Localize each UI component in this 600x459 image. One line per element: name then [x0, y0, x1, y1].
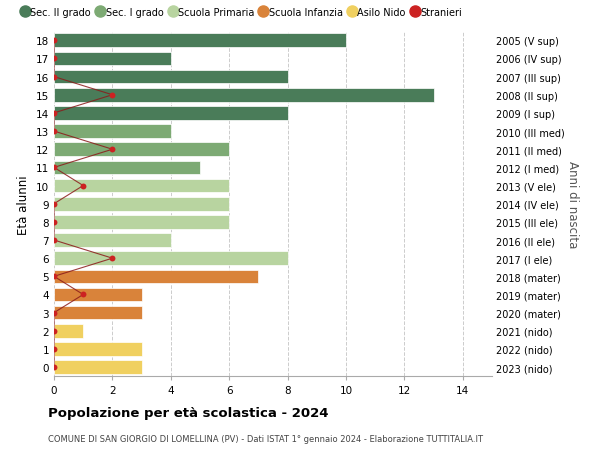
Bar: [54, 34, 346, 48]
Point: [49, 128, 59, 135]
Bar: [54, 288, 142, 302]
Legend: Sec. II grado, Sec. I grado, Scuola Primaria, Scuola Infanzia, Asilo Nido, Stran: Sec. II grado, Sec. I grado, Scuola Prim…: [23, 8, 462, 18]
Bar: [54, 125, 171, 139]
Point: [107, 255, 117, 262]
Bar: [54, 107, 287, 120]
Bar: [54, 89, 434, 102]
Bar: [54, 52, 171, 66]
Point: [49, 201, 59, 208]
Point: [49, 327, 59, 335]
Point: [79, 183, 88, 190]
Bar: [54, 143, 229, 157]
Bar: [54, 252, 287, 265]
Point: [49, 164, 59, 172]
Bar: [54, 325, 83, 338]
Point: [49, 309, 59, 317]
Bar: [54, 306, 142, 320]
Bar: [54, 360, 142, 374]
Point: [49, 364, 59, 371]
Point: [49, 38, 59, 45]
Text: COMUNE DI SAN GIORGIO DI LOMELLINA (PV) - Dati ISTAT 1° gennaio 2024 - Elaborazi: COMUNE DI SAN GIORGIO DI LOMELLINA (PV) …: [48, 434, 483, 443]
Bar: [54, 71, 287, 84]
Point: [79, 291, 88, 298]
Bar: [54, 197, 229, 211]
Bar: [54, 234, 171, 247]
Point: [49, 237, 59, 244]
Point: [49, 273, 59, 280]
Point: [107, 92, 117, 99]
Point: [49, 56, 59, 63]
Point: [107, 146, 117, 154]
Point: [49, 346, 59, 353]
Point: [49, 218, 59, 226]
Y-axis label: Anni di nascita: Anni di nascita: [566, 161, 579, 248]
Bar: [54, 179, 229, 193]
Bar: [54, 342, 142, 356]
Y-axis label: Età alunni: Età alunni: [17, 174, 31, 234]
Text: Popolazione per età scolastica - 2024: Popolazione per età scolastica - 2024: [48, 406, 329, 419]
Bar: [54, 270, 259, 284]
Bar: [54, 161, 200, 175]
Point: [49, 74, 59, 81]
Point: [49, 110, 59, 118]
Bar: [54, 216, 229, 229]
